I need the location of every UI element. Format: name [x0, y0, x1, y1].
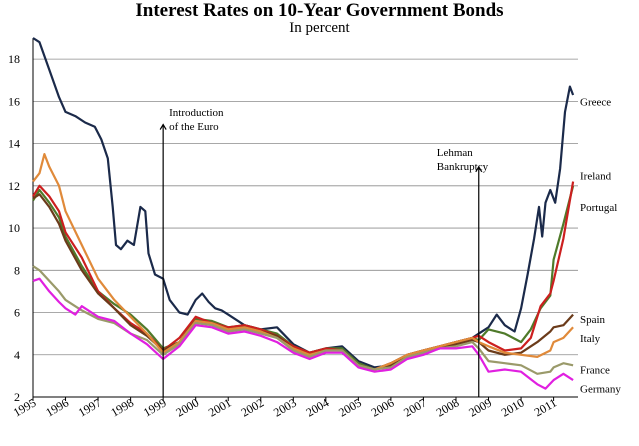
x-tick-label: 2005 — [336, 395, 364, 419]
annotation-label: Introduction — [169, 107, 224, 119]
chart-title: Interest Rates on 10-Year Government Bon… — [135, 0, 504, 21]
y-tick-label: 12 — [8, 179, 20, 193]
y-tick-label: 10 — [8, 221, 20, 235]
annotation-arrowhead — [475, 165, 483, 173]
series-line-italy — [32, 153, 574, 371]
y-tick-label: 18 — [8, 52, 20, 66]
x-tick-label: 1997 — [76, 395, 104, 419]
x-tick-label: 1998 — [108, 395, 136, 419]
x-tick-label: 2010 — [499, 395, 527, 419]
annotation-label: Bankruptcy — [437, 161, 489, 173]
y-tick-label: 16 — [8, 94, 20, 108]
x-tick-label: 2001 — [206, 395, 234, 419]
x-tick-label: 2009 — [466, 395, 494, 419]
y-tick-label: 8 — [14, 263, 20, 277]
series-end-label-spain: Spain — [580, 314, 606, 326]
series-end-label-france: France — [580, 365, 610, 377]
annotation-label: Lehman — [437, 147, 474, 159]
x-tick-label: 2000 — [173, 395, 201, 419]
y-tick-label: 2 — [14, 390, 20, 404]
annotation-arrowhead — [159, 123, 167, 130]
x-tick-label: 2008 — [434, 395, 462, 419]
x-tick-label: 1999 — [141, 395, 169, 419]
x-tick-label: 2003 — [271, 395, 299, 419]
y-tick-label: 4 — [14, 348, 20, 362]
x-tick-label: 2002 — [238, 395, 266, 419]
x-tick-label: 2006 — [369, 395, 397, 419]
series-end-label-portugal: Portugal — [580, 202, 617, 214]
annotation-label: of the Euro — [169, 121, 219, 133]
y-tick-label: 6 — [14, 306, 20, 320]
chart-subtitle: In percent — [289, 20, 350, 36]
x-tick-label: 1996 — [43, 395, 71, 419]
series-line-france — [32, 265, 574, 375]
x-tick-label: 2011 — [532, 395, 559, 419]
series-line-greece — [32, 37, 575, 369]
series-end-label-italy: Italy — [580, 333, 601, 345]
series-end-label-greece: Greece — [580, 96, 611, 108]
x-tick-label: 2004 — [304, 395, 332, 419]
series-line-germany — [32, 277, 574, 390]
series-end-label-germany: Germany — [580, 384, 621, 396]
x-tick-label: 2007 — [401, 395, 429, 419]
series-end-label-ireland: Ireland — [580, 170, 612, 182]
y-tick-label: 14 — [8, 137, 20, 151]
